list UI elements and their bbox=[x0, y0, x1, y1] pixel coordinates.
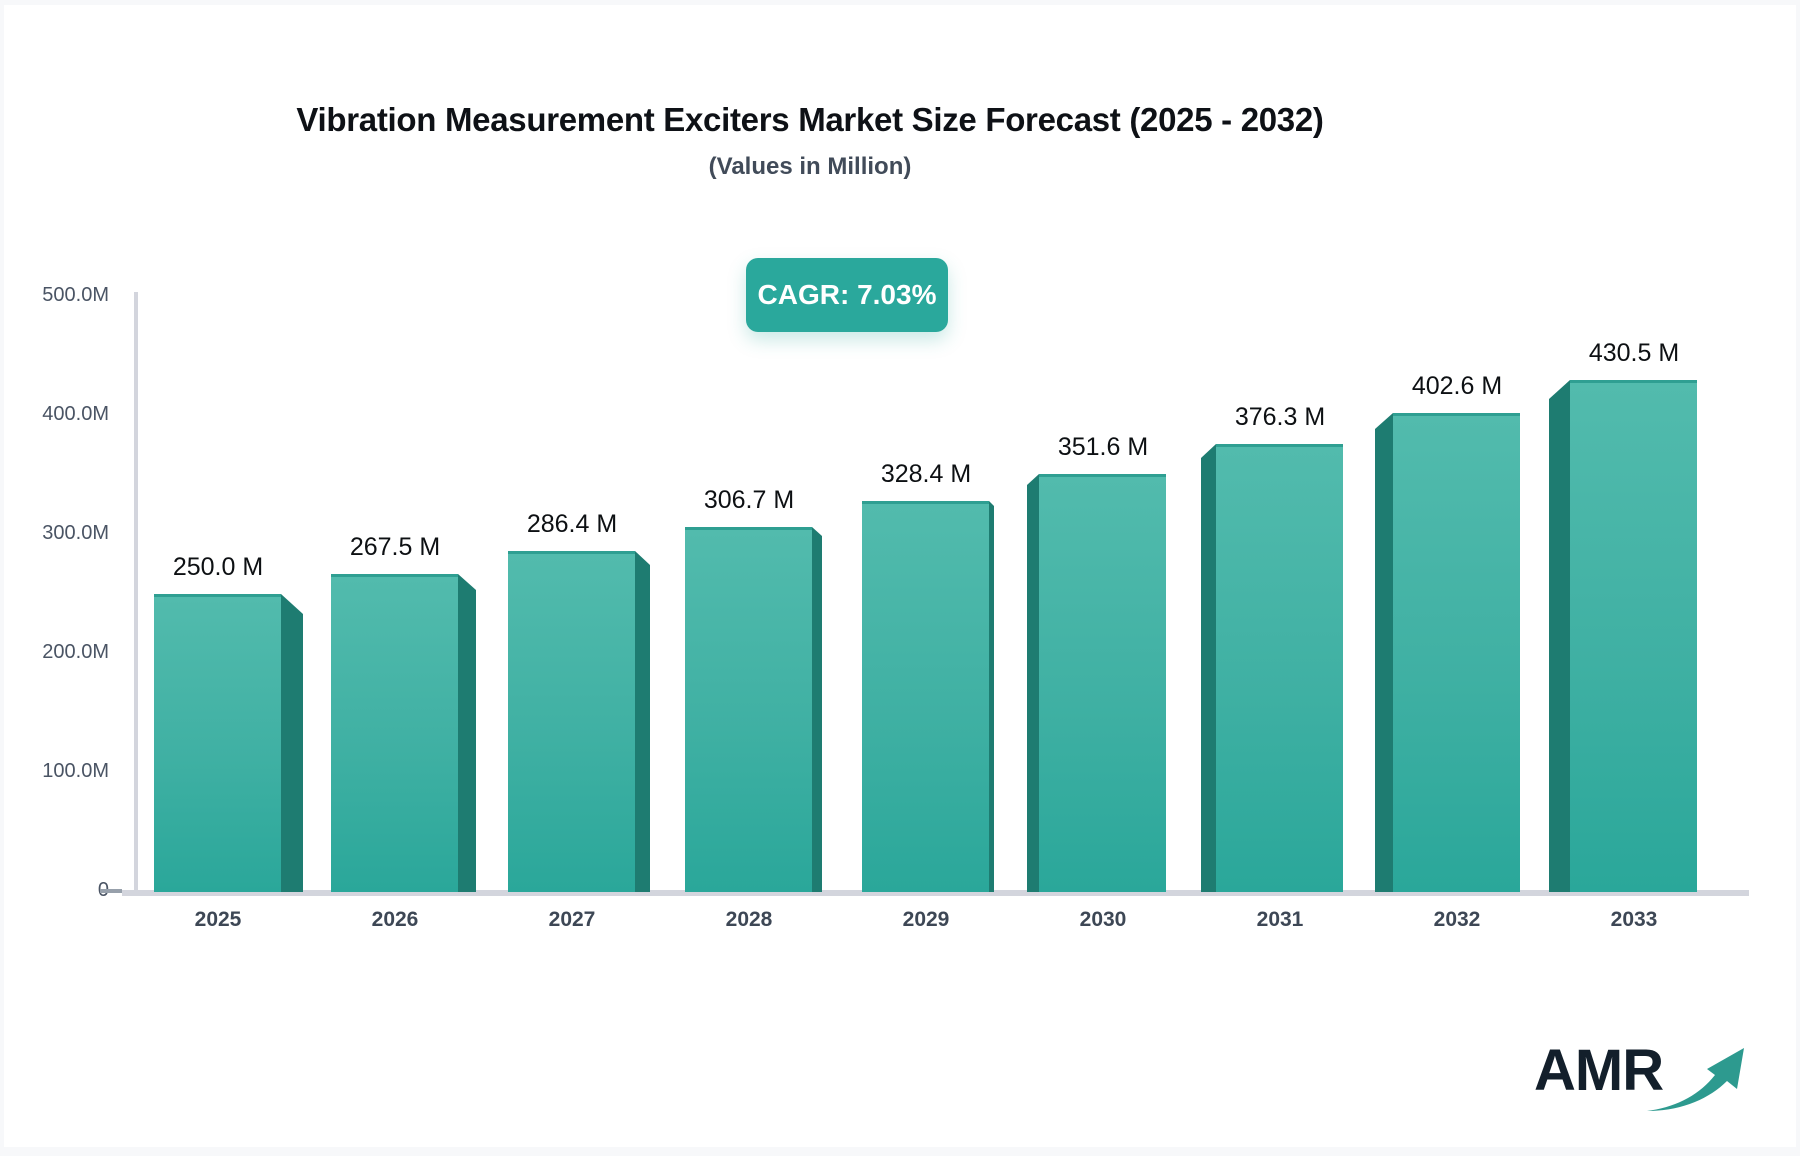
bar-face bbox=[331, 574, 458, 892]
y-tick-label: 0 bbox=[4, 879, 109, 902]
bar-value-label: 402.6 M bbox=[1411, 372, 1503, 400]
bar[interactable] bbox=[508, 551, 650, 892]
bar-face bbox=[862, 501, 989, 892]
bar-value-label: 306.7 M bbox=[703, 486, 795, 514]
x-tick-label: 2025 bbox=[194, 908, 242, 931]
x-axis-line bbox=[122, 890, 1749, 896]
zero-tick-mark bbox=[100, 889, 122, 893]
bar[interactable] bbox=[862, 501, 994, 892]
bar[interactable] bbox=[685, 527, 822, 892]
bar-side bbox=[989, 501, 994, 892]
bar-value-label: 351.6 M bbox=[1057, 433, 1149, 461]
bar-value-label: 376.3 M bbox=[1234, 403, 1326, 431]
bar-side bbox=[1027, 474, 1039, 892]
bar-face bbox=[685, 527, 812, 892]
bar-value-label: 328.4 M bbox=[880, 460, 972, 488]
x-tick-label: 2030 bbox=[1079, 908, 1127, 931]
bar-face bbox=[508, 551, 635, 892]
bar[interactable] bbox=[1027, 474, 1166, 892]
bar[interactable] bbox=[1375, 413, 1520, 892]
bar-side bbox=[1375, 413, 1393, 892]
amr-logo-text: AMR bbox=[1534, 1038, 1664, 1103]
bar-value-label: 267.5 M bbox=[349, 533, 441, 561]
bar[interactable] bbox=[154, 594, 303, 892]
x-tick-label: 2033 bbox=[1610, 908, 1658, 931]
bar[interactable] bbox=[331, 574, 476, 892]
bar-face bbox=[154, 594, 281, 892]
y-tick-label: 400.0M bbox=[42, 403, 109, 425]
bar-side bbox=[458, 574, 476, 892]
bar-side bbox=[1549, 380, 1570, 892]
y-tick-label: 200.0M bbox=[42, 641, 109, 663]
x-tick-label: 2027 bbox=[548, 908, 596, 931]
bar-value-label: 250.0 M bbox=[172, 553, 264, 581]
amr-logo[interactable]: AMR bbox=[1534, 1037, 1744, 1117]
cagr-badge: CAGR: 7.03% bbox=[746, 258, 948, 332]
bar-value-label: 286.4 M bbox=[526, 510, 618, 538]
bar-face bbox=[1570, 380, 1697, 892]
y-tick-label: 500.0M bbox=[42, 284, 109, 306]
chart-card: Vibration Measurement Exciters Market Si… bbox=[4, 5, 1796, 1147]
chart-subtitle: (Values in Million) bbox=[708, 153, 912, 180]
bar-side bbox=[635, 551, 650, 892]
x-tick-label: 2031 bbox=[1256, 908, 1304, 931]
bar-face bbox=[1393, 413, 1520, 892]
x-tick-label: 2029 bbox=[902, 908, 950, 931]
y-axis-line bbox=[134, 292, 138, 896]
bar-value-label: 430.5 M bbox=[1588, 339, 1680, 367]
bar-side bbox=[1201, 444, 1216, 892]
chart-title: Vibration Measurement Exciters Market Si… bbox=[296, 101, 1324, 138]
growth-arrow-icon bbox=[1647, 1048, 1744, 1111]
x-tick-label: 2028 bbox=[725, 908, 773, 931]
bar-face bbox=[1216, 444, 1343, 892]
bar-face bbox=[1039, 474, 1166, 892]
x-tick-label: 2032 bbox=[1433, 908, 1481, 931]
y-tick-label: 300.0M bbox=[42, 522, 109, 544]
y-tick-label: 100.0M bbox=[42, 760, 109, 782]
bar[interactable] bbox=[1549, 380, 1697, 892]
bar-side bbox=[812, 527, 822, 892]
bar[interactable] bbox=[1201, 444, 1343, 892]
bar-side bbox=[281, 594, 303, 892]
x-tick-label: 2026 bbox=[371, 908, 419, 931]
